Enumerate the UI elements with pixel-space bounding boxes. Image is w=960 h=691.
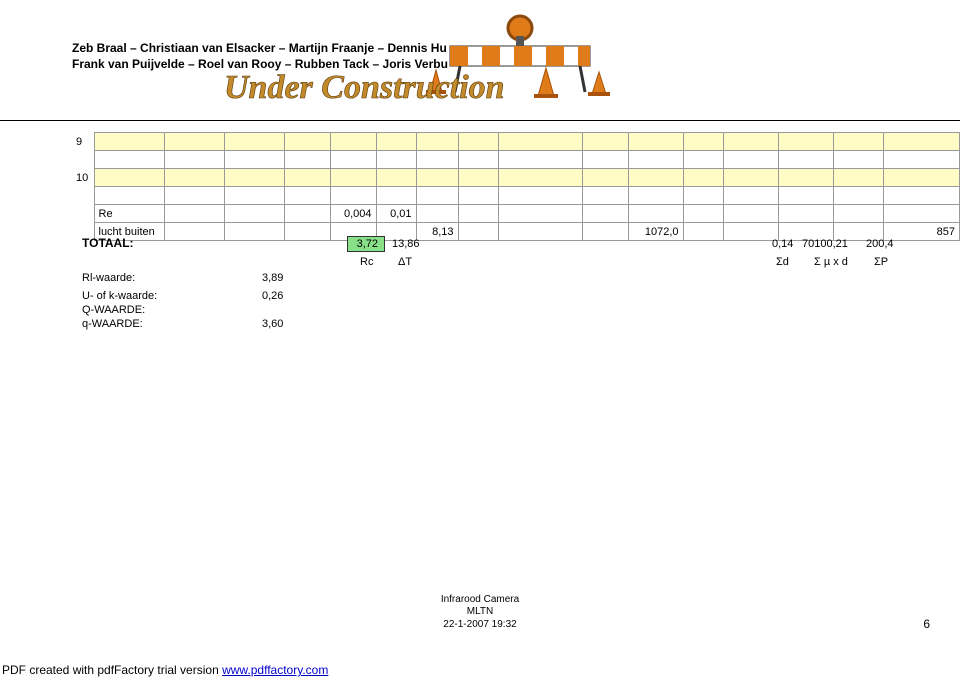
sigma-p-val: 200,4: [866, 238, 894, 250]
cell-lucht-v1: 8,13: [416, 223, 458, 241]
sigma-uxd-val: 70100,21: [802, 238, 848, 250]
page-number: 6: [923, 617, 930, 631]
spreadsheet-fragment: 9 10 Re 0,004 0,01: [72, 132, 960, 241]
header-divider: [0, 120, 960, 121]
svg-text:Under Construction: Under Construction: [224, 69, 505, 106]
header-line-2: Frank van Puijvelde – Roel van Rooy – Ru…: [72, 56, 448, 72]
cell-lucht-v3: 857: [883, 223, 960, 241]
q-waarde-lower-label: q-WAARDE:: [82, 318, 143, 330]
pdf-factory-link[interactable]: www.pdffactory.com: [222, 663, 328, 677]
totaal-label: TOTAAL:: [82, 236, 134, 250]
footer-subtitle: MLTN: [0, 606, 960, 619]
rl-waarde-val: 3,89: [262, 272, 283, 284]
q-waarde-upper-label: Q-WAARDE:: [82, 304, 145, 316]
q-waarde-lower-val: 3,60: [262, 318, 283, 330]
page-footer: Infrarood Camera MLTN 22-1-2007 19:32: [0, 594, 960, 632]
uk-waarde-label: U- of k-waarde:: [82, 290, 157, 302]
rc-symbol: Rc: [360, 256, 373, 268]
uk-waarde-val: 0,26: [262, 290, 283, 302]
rownum-10: 10: [72, 169, 94, 187]
cell-re-label: Re: [94, 205, 164, 223]
sigma-uxd-label: Σ µ x d: [814, 256, 848, 268]
sigma-d-val: 0,14: [772, 238, 793, 250]
footer-timestamp: 22-1-2007 19:32: [0, 619, 960, 632]
totaal-dt-val: 13,86: [392, 238, 420, 250]
rl-waarde-label: Rl-waarde:: [82, 272, 135, 284]
totaal-rc-val: 3,72: [347, 236, 385, 252]
sigma-p-label: ΣP: [874, 256, 888, 268]
cell-lucht-v2: 1072,0: [628, 223, 683, 241]
pdf-factory-prefix: PDF created with pdfFactory trial versio…: [2, 663, 222, 677]
row-re: Re 0,004 0,01: [72, 205, 960, 223]
cell-re-v2: 0,01: [376, 205, 416, 223]
delta-t-symbol: ΔT: [398, 256, 412, 268]
sigma-d-label: Σd: [776, 256, 789, 268]
cell-re-v1: 0,004: [330, 205, 376, 223]
footer-title: Infrarood Camera: [0, 594, 960, 607]
header-names: Zeb Braal – Christiaan van Elsacker – Ma…: [72, 40, 448, 72]
rownum-9: 9: [72, 133, 94, 151]
header-line-1: Zeb Braal – Christiaan van Elsacker – Ma…: [72, 40, 448, 56]
pdf-factory-line: PDF created with pdfFactory trial versio…: [2, 663, 328, 677]
